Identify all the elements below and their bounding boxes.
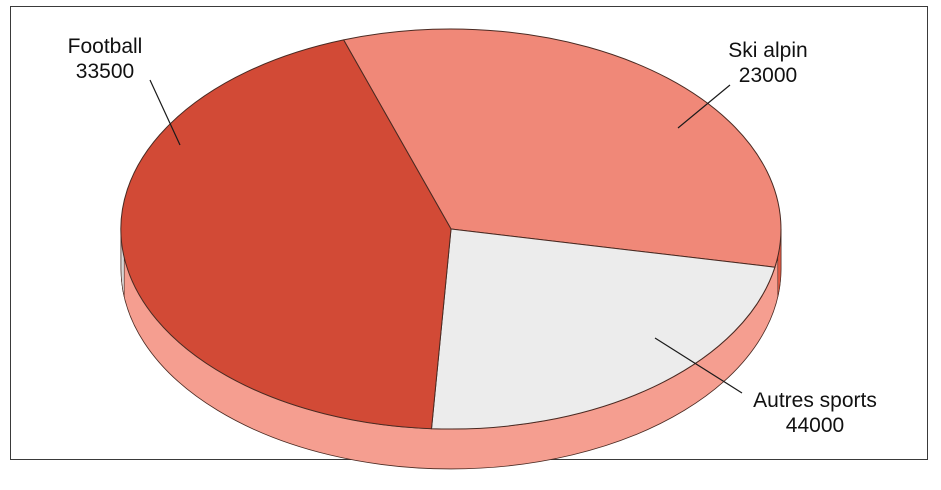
leader-line-football — [149, 79, 181, 146]
slice-value-autres-sports: 44000 — [786, 414, 844, 437]
leader-line-autres-sports — [654, 337, 743, 394]
slice-label-autres-sports: Autres sports — [753, 389, 877, 412]
slice-value-ski-alpin: 23000 — [739, 64, 797, 87]
leader-line-ski-alpin — [677, 84, 731, 129]
pie-slice-football — [343, 28, 782, 268]
pie-slice-autres-sports — [120, 39, 452, 430]
slice-label-ski-alpin: Ski alpin — [728, 39, 807, 62]
slice-value-football: 33500 — [76, 60, 134, 83]
pie-slice-ski-alpin — [431, 228, 776, 430]
slice-label-football: Football — [68, 35, 143, 58]
